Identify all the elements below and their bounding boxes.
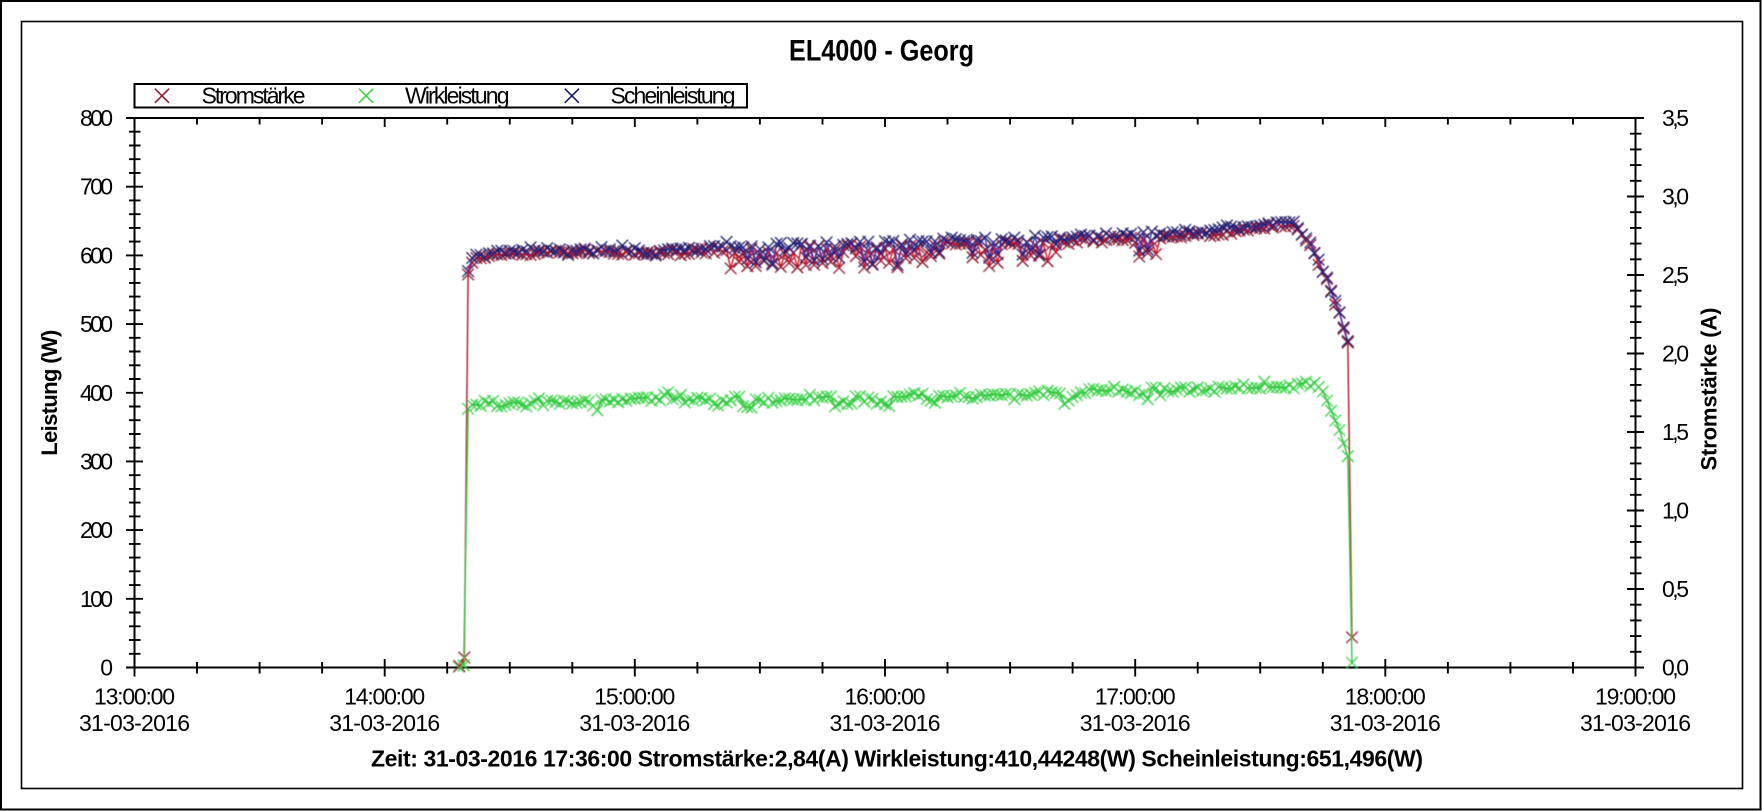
svg-text:800: 800 (80, 105, 113, 131)
svg-text:400: 400 (80, 380, 113, 406)
svg-text:17:00:00: 17:00:00 (1095, 684, 1176, 710)
svg-text:700: 700 (80, 174, 113, 200)
svg-text:Zeit: 31-03-2016 17:36:00 Stro: Zeit: 31-03-2016 17:36:00 Stromstärke:2,… (371, 746, 1423, 772)
svg-text:31-03-2016: 31-03-2016 (1580, 710, 1691, 736)
svg-text:Stromstärke (A): Stromstärke (A) (1697, 308, 1722, 471)
svg-text:19:00:00: 19:00:00 (1595, 684, 1676, 710)
svg-text:31-03-2016: 31-03-2016 (329, 710, 440, 736)
svg-text:200: 200 (80, 517, 113, 543)
svg-text:100: 100 (80, 586, 113, 612)
svg-text:Leistung (W): Leistung (W) (37, 330, 62, 456)
svg-text:500: 500 (80, 311, 113, 337)
svg-text:300: 300 (80, 448, 113, 474)
svg-text:600: 600 (80, 242, 113, 268)
svg-text:1,5: 1,5 (1662, 419, 1689, 445)
svg-text:Wirkleistung: Wirkleistung (405, 83, 510, 109)
svg-text:18:00:00: 18:00:00 (1345, 684, 1426, 710)
svg-text:31-03-2016: 31-03-2016 (830, 710, 941, 736)
svg-text:0,0: 0,0 (1662, 655, 1689, 681)
svg-text:31-03-2016: 31-03-2016 (1330, 710, 1441, 736)
svg-text:31-03-2016: 31-03-2016 (79, 710, 190, 736)
svg-text:2,5: 2,5 (1662, 262, 1689, 288)
svg-text:13:00:00: 13:00:00 (94, 684, 175, 710)
svg-text:16:00:00: 16:00:00 (845, 684, 926, 710)
svg-text:0,5: 0,5 (1662, 576, 1689, 602)
svg-text:14:00:00: 14:00:00 (344, 684, 425, 710)
svg-text:1,0: 1,0 (1662, 498, 1689, 524)
svg-text:31-03-2016: 31-03-2016 (1080, 710, 1191, 736)
svg-text:15:00:00: 15:00:00 (594, 684, 675, 710)
svg-text:3,0: 3,0 (1662, 184, 1689, 210)
svg-text:0: 0 (100, 655, 113, 681)
svg-text:31-03-2016: 31-03-2016 (579, 710, 690, 736)
svg-text:Scheinleistung: Scheinleistung (611, 83, 736, 109)
svg-text:Stromstärke: Stromstärke (202, 83, 306, 109)
svg-text:2,0: 2,0 (1662, 341, 1689, 367)
svg-text:EL4000 - Georg: EL4000 - Georg (789, 35, 974, 68)
svg-text:3,5: 3,5 (1662, 105, 1689, 131)
